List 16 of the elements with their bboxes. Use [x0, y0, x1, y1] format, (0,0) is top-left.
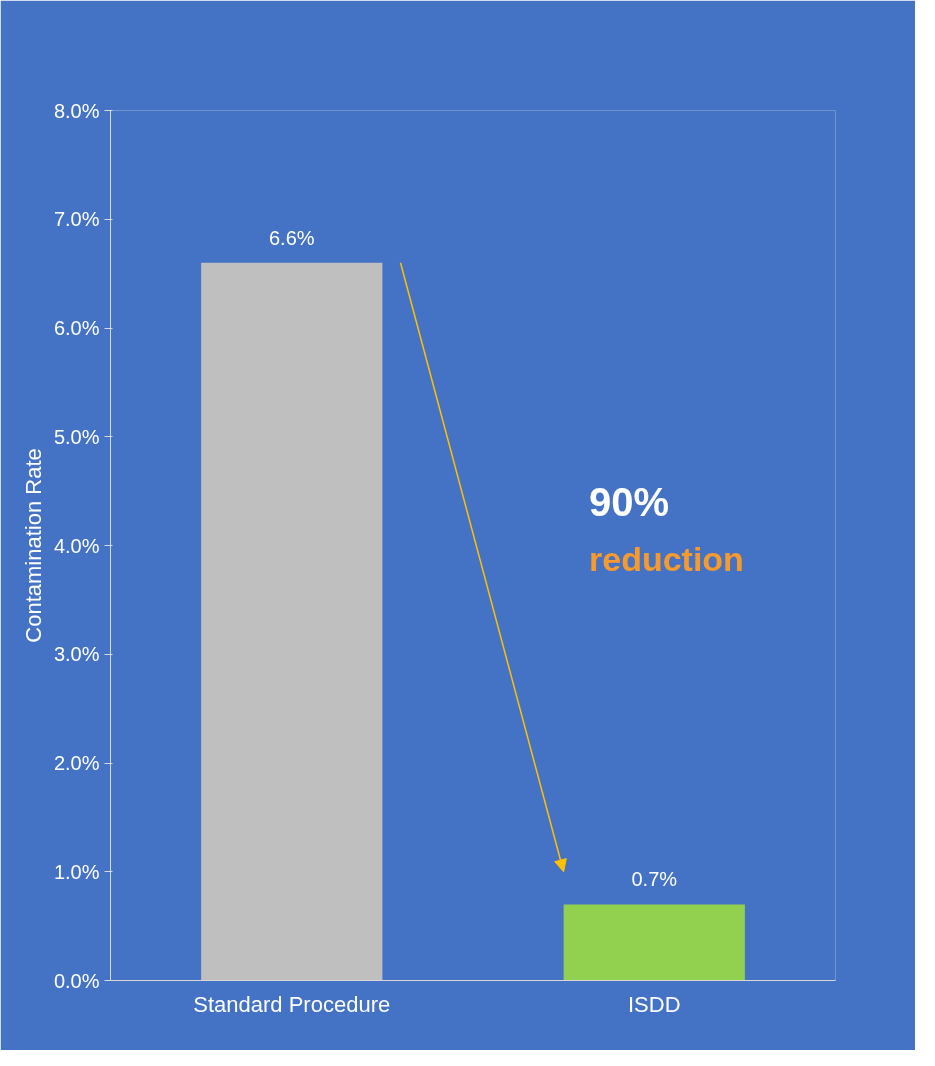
- annotation: reduction: [589, 540, 744, 579]
- y-tick-label: 4.0%: [53, 534, 100, 557]
- y-tick-label: 3.0%: [53, 643, 100, 666]
- x-tick-label: Standard Procedure: [193, 991, 391, 1017]
- y-tick-label: 0.0%: [53, 969, 100, 992]
- y-tick-label: 8.0%: [53, 99, 100, 122]
- y-tick-label: 1.0%: [53, 860, 100, 883]
- y-axis-title: Contamination Rate: [20, 448, 46, 643]
- y-tick-label: 5.0%: [53, 425, 100, 448]
- data-label: 0.7%: [631, 868, 678, 891]
- y-tick-label: 6.0%: [53, 317, 100, 339]
- x-tick-label: ISDD: [627, 991, 681, 1017]
- annotation: 90%: [589, 479, 670, 524]
- y-tick-label: 7.0%: [53, 208, 100, 231]
- y-tick-label: 2.0%: [53, 752, 100, 774]
- data-label: 6.6%: [268, 226, 315, 249]
